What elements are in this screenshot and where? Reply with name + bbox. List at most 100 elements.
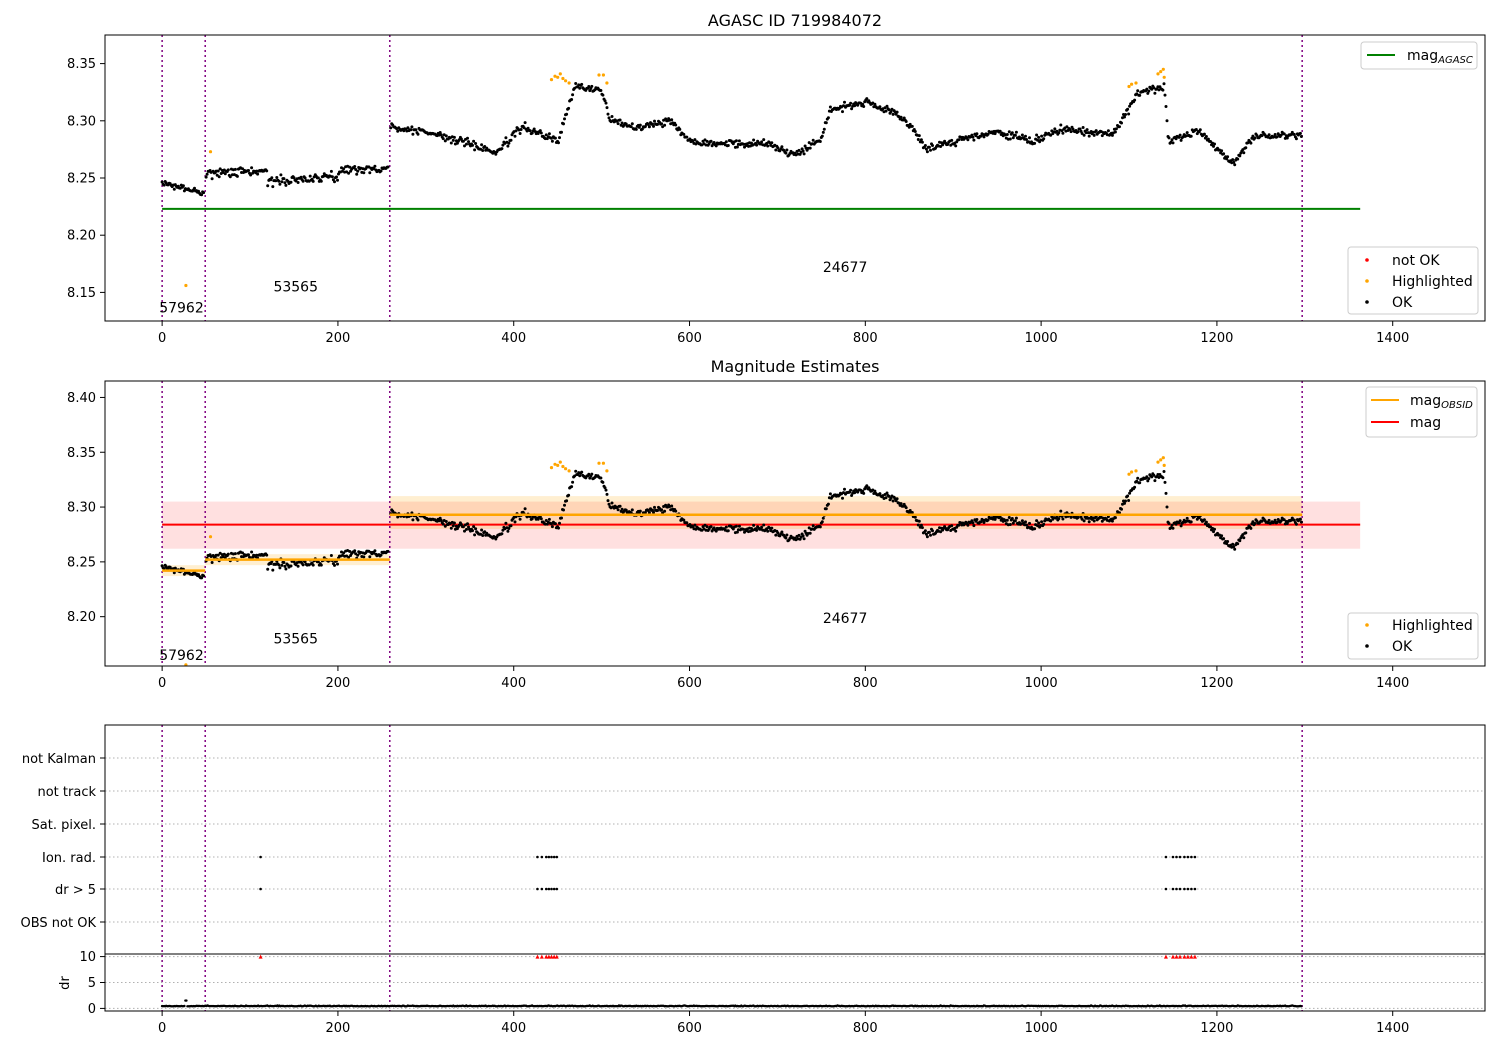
ok-point xyxy=(1170,523,1174,527)
ok-point xyxy=(449,141,453,145)
highlighted-point xyxy=(1161,67,1165,71)
legend-marker-ok xyxy=(1365,300,1369,304)
ok-point xyxy=(828,492,832,496)
ok-point xyxy=(283,181,287,185)
ok-point xyxy=(1171,526,1175,530)
ok-point xyxy=(532,127,536,131)
ok-point xyxy=(774,148,778,152)
ok-point xyxy=(1081,126,1085,129)
ok-point xyxy=(678,127,682,131)
ok-point xyxy=(500,532,504,536)
flag-point xyxy=(544,855,548,859)
ok-point xyxy=(282,177,286,181)
highlighted-point xyxy=(558,72,562,76)
ok-point xyxy=(904,120,908,123)
highlighted-point xyxy=(1134,469,1138,473)
ok-point xyxy=(1178,519,1182,523)
flag-point xyxy=(552,887,556,891)
ok-point xyxy=(1010,517,1014,520)
ok-point xyxy=(1106,129,1110,133)
ok-point xyxy=(1087,134,1091,138)
ok-point xyxy=(891,112,895,116)
ok-point xyxy=(975,518,979,521)
flag-point xyxy=(1190,855,1193,859)
ok-point xyxy=(1236,157,1240,161)
highlighted-point xyxy=(208,535,213,539)
ok-point xyxy=(451,138,455,142)
p1-x-tick-label: 400 xyxy=(501,331,526,346)
p1-x-tick-label: 600 xyxy=(677,331,702,346)
p1-y-tick-label: 8.15 xyxy=(67,286,96,301)
p3-x-tick-label: 800 xyxy=(853,1021,878,1036)
p1-x-tick-label: 200 xyxy=(326,331,351,346)
ok-point xyxy=(301,563,305,567)
ok-point xyxy=(265,553,269,557)
ok-point xyxy=(1120,507,1123,511)
obsid-label: 53565 xyxy=(273,280,318,296)
ok-point xyxy=(1087,520,1091,524)
flag-point xyxy=(536,855,539,859)
p1-x-tick-label: 0 xyxy=(158,331,166,346)
ok-point xyxy=(653,119,656,123)
ok-point xyxy=(228,175,232,179)
ok-point xyxy=(1161,88,1165,92)
ok-point xyxy=(849,101,853,105)
ok-point xyxy=(507,141,511,145)
ok-point xyxy=(1167,136,1171,140)
ok-point xyxy=(480,143,484,147)
ok-point xyxy=(1273,133,1277,136)
ok-point xyxy=(1226,155,1230,159)
flag-point xyxy=(1178,887,1182,891)
ok-point xyxy=(467,140,470,144)
ok-point xyxy=(500,147,504,151)
ok-point xyxy=(931,144,934,147)
ok-point xyxy=(241,551,244,555)
highlighted-point xyxy=(1127,472,1131,476)
ok-point xyxy=(271,568,275,572)
ok-point xyxy=(1133,485,1137,489)
p3-frame xyxy=(104,724,1486,1012)
legend-top xyxy=(1360,41,1478,70)
ok-point xyxy=(277,563,281,567)
p2-x-tick-label: 1400 xyxy=(1376,676,1409,691)
ok-point xyxy=(162,567,166,571)
ok-point xyxy=(563,117,566,121)
highlighted-point xyxy=(184,283,188,288)
highlighted-point xyxy=(1127,84,1131,89)
ok-point xyxy=(1153,479,1157,483)
legend-marker-not-ok xyxy=(1365,258,1369,262)
ok-point xyxy=(656,509,659,512)
ok-point xyxy=(590,472,594,476)
legend-label-mag-obsid: magOBSID xyxy=(1410,393,1473,411)
ok-point xyxy=(1299,520,1303,524)
magnitude-estimates-panel: Magnitude Estimates 57962 53565 24677 0 200 40… xyxy=(67,357,1486,691)
ok-point xyxy=(465,142,468,146)
ok-point xyxy=(975,132,979,136)
ok-point xyxy=(1076,130,1080,134)
ok-point xyxy=(603,99,607,103)
flag-point xyxy=(1193,855,1197,859)
ok-point xyxy=(565,112,569,116)
ok-point xyxy=(656,122,659,126)
flag-point xyxy=(1183,887,1186,891)
ok-point xyxy=(693,138,697,142)
ok-point xyxy=(752,138,756,142)
ok-point xyxy=(920,140,924,144)
ok-point xyxy=(861,102,865,106)
ok-point xyxy=(373,549,377,553)
ok-point xyxy=(1040,520,1044,524)
ok-point xyxy=(406,126,410,130)
ok-point xyxy=(336,178,339,182)
p3-x-tick-label: 400 xyxy=(501,1021,526,1036)
ok-point xyxy=(873,102,877,106)
ok-point xyxy=(356,553,360,557)
ok-point xyxy=(1189,520,1193,524)
ok-point xyxy=(204,175,208,179)
dr-over-limit-point xyxy=(552,954,557,959)
ok-point xyxy=(494,152,498,156)
p2-y-tick-label: 8.30 xyxy=(67,501,96,516)
ok-point xyxy=(279,173,283,177)
ok-point xyxy=(724,525,728,529)
ok-point xyxy=(303,560,307,564)
ok-point xyxy=(329,169,333,173)
